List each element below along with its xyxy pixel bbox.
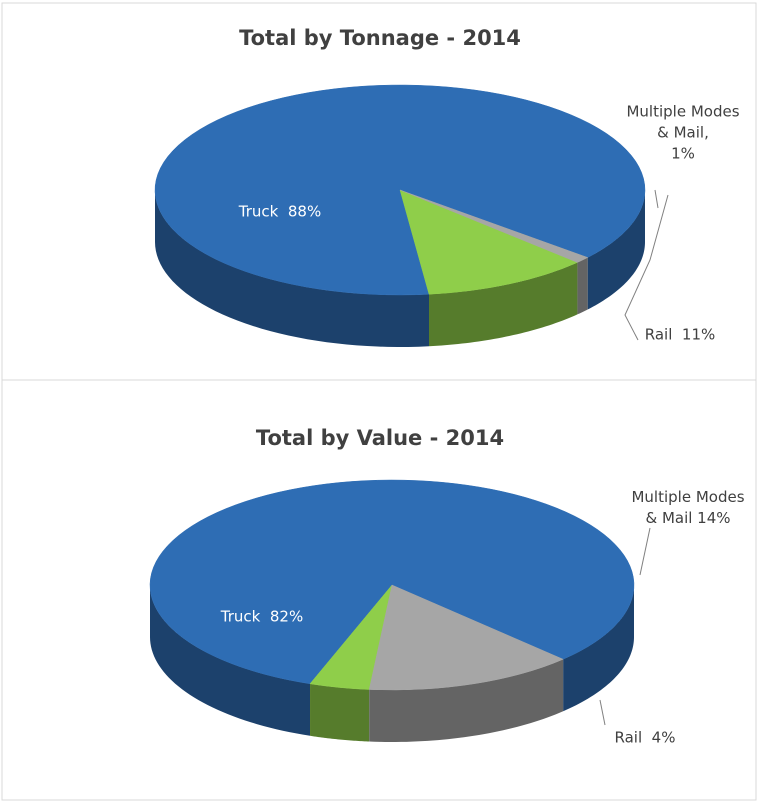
pie-side bbox=[429, 262, 578, 347]
data-label: Rail 11% bbox=[644, 325, 716, 344]
pie-side bbox=[563, 585, 634, 712]
leader-line bbox=[624, 194, 669, 341]
panel-border bbox=[1, 379, 757, 801]
pie-slice bbox=[399, 189, 589, 263]
data-label: Truck 82% bbox=[220, 607, 304, 626]
pie-side bbox=[150, 585, 311, 736]
data-label: Rail 4% bbox=[614, 728, 676, 747]
pie-side bbox=[310, 683, 370, 742]
leader-line bbox=[654, 189, 659, 209]
leader-line bbox=[599, 699, 606, 726]
chart-title: Total by Tonnage - 2014 bbox=[239, 26, 521, 50]
chart-title: Total by Value - 2014 bbox=[256, 426, 504, 450]
pie-side bbox=[155, 190, 430, 347]
leader-line bbox=[639, 527, 651, 576]
pie-side bbox=[369, 659, 564, 742]
pie-slice bbox=[368, 584, 564, 691]
pie-slice bbox=[149, 479, 635, 685]
pie-slice bbox=[399, 189, 579, 295]
data-label: Truck 88% bbox=[238, 202, 322, 221]
pie-slice bbox=[154, 84, 646, 296]
data-label: Multiple Modes & Mail, 1% bbox=[626, 102, 740, 163]
pie-side bbox=[587, 190, 645, 310]
pie-side bbox=[577, 257, 588, 315]
data-label: Multiple Modes & Mail 14% bbox=[631, 488, 745, 527]
